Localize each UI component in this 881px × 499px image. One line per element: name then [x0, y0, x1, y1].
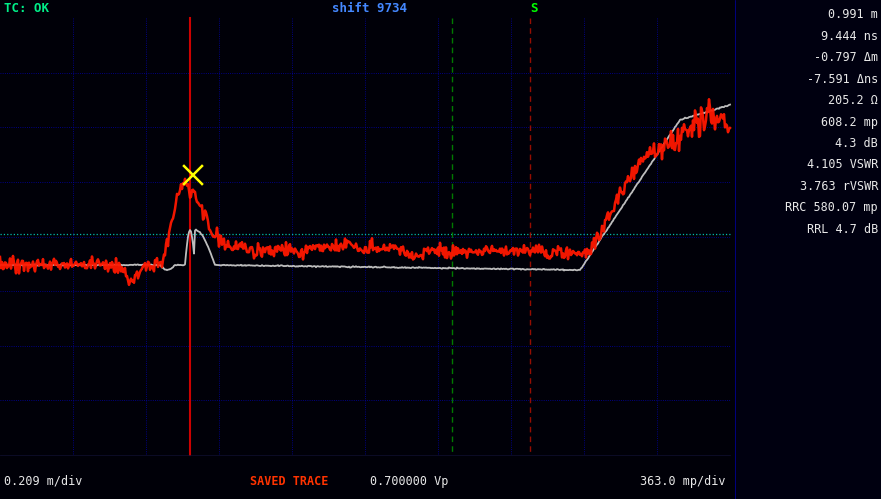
- Text: TC: OK: TC: OK: [4, 2, 49, 15]
- Text: -7.591 Δns: -7.591 Δns: [807, 72, 878, 85]
- Text: 4.105 VSWR: 4.105 VSWR: [807, 159, 878, 172]
- Text: 0.209 m/div: 0.209 m/div: [4, 475, 83, 488]
- Text: 0.991 m: 0.991 m: [828, 8, 878, 21]
- Text: -0.797 Δm: -0.797 Δm: [814, 51, 878, 64]
- Text: RRC 580.07 mp: RRC 580.07 mp: [785, 202, 878, 215]
- Text: 3.763 rVSWR: 3.763 rVSWR: [800, 180, 878, 193]
- Text: RRL 4.7 dB: RRL 4.7 dB: [807, 223, 878, 236]
- Text: 9.444 ns: 9.444 ns: [821, 29, 878, 42]
- Text: 363.0 mp/div: 363.0 mp/div: [640, 475, 725, 488]
- Text: SAVED TRACE: SAVED TRACE: [250, 475, 329, 488]
- Text: shift 9734: shift 9734: [332, 2, 408, 15]
- Text: 4.3 dB: 4.3 dB: [835, 137, 878, 150]
- Text: 608.2 mp: 608.2 mp: [821, 115, 878, 129]
- Text: 205.2 Ω: 205.2 Ω: [828, 94, 878, 107]
- Text: S: S: [530, 2, 537, 15]
- Text: 0.700000 Vp: 0.700000 Vp: [370, 475, 448, 488]
